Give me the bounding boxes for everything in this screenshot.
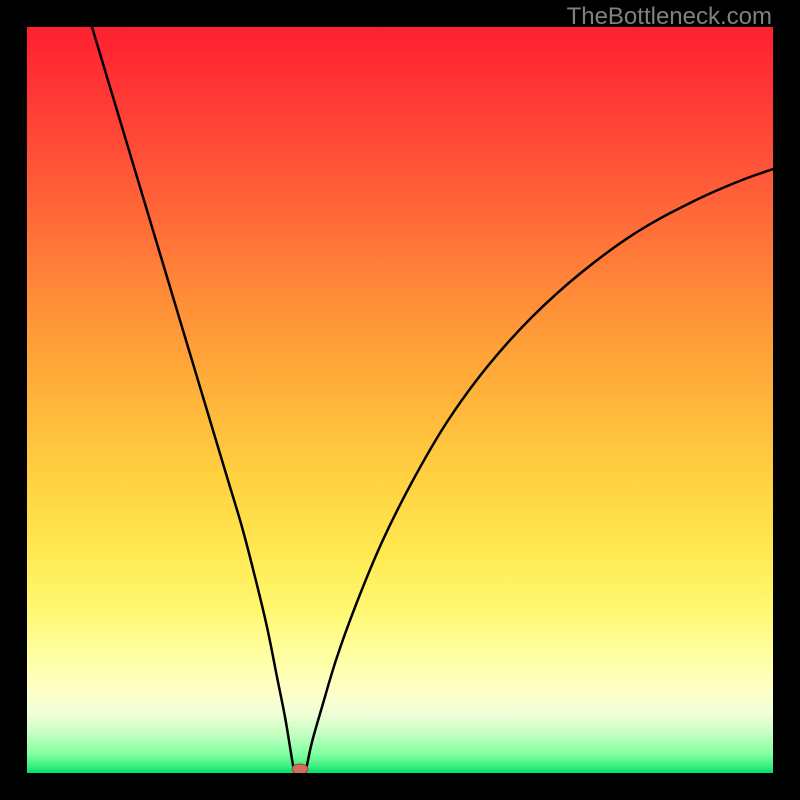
plot-svg [27,27,773,773]
plot-area [27,27,773,773]
chart-container: TheBottleneck.com [0,0,800,800]
minimum-marker [292,764,308,773]
gradient-background [27,27,773,773]
watermark-text: TheBottleneck.com [567,3,772,31]
